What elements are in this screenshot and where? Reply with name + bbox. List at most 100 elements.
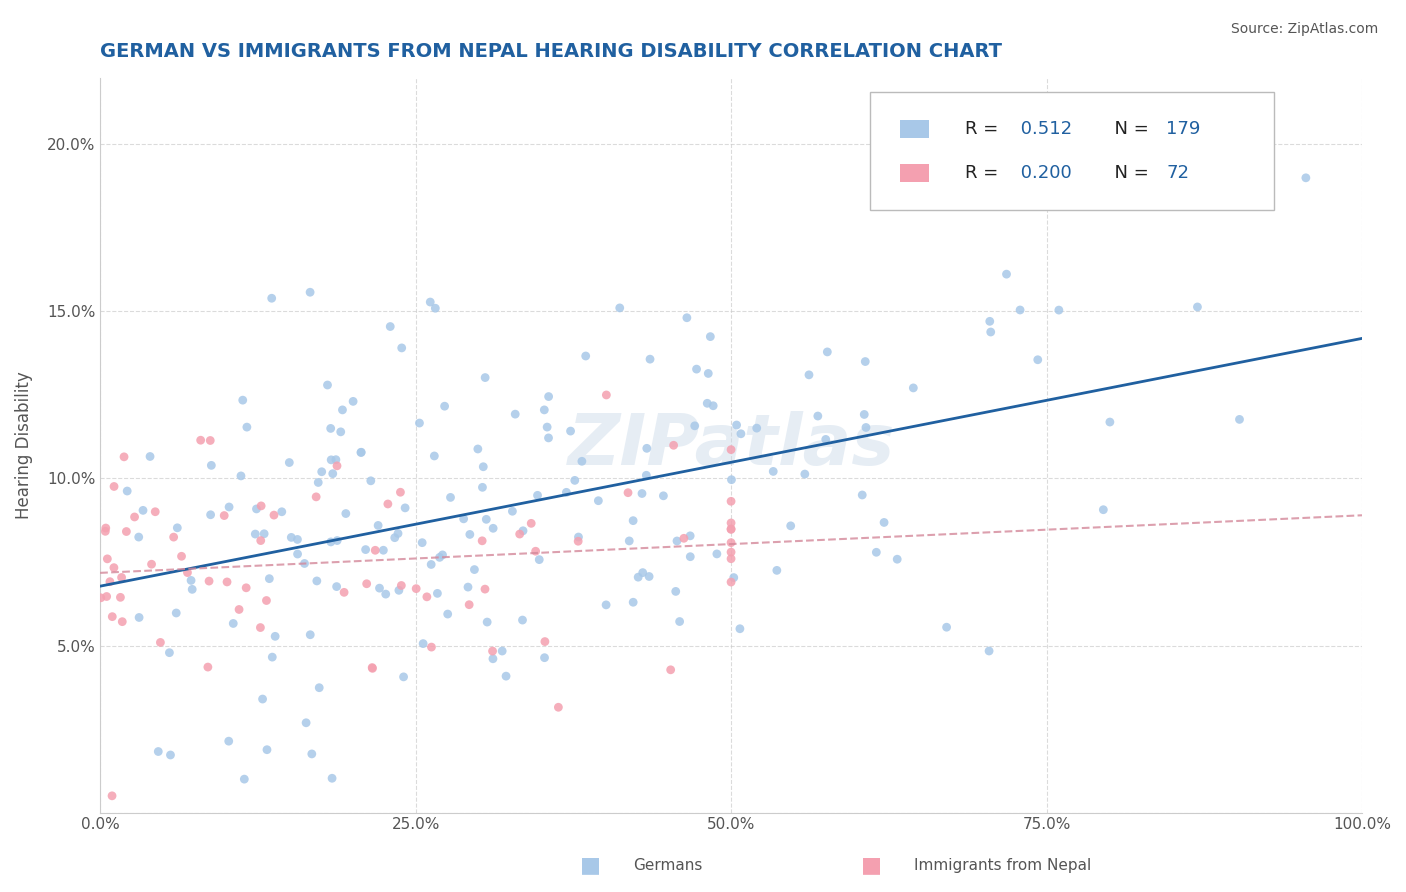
Germans bbox=[537, 390, 560, 404]
Immigrants from Nepal bbox=[389, 485, 412, 500]
Immigrants from Nepal bbox=[235, 581, 257, 595]
Immigrants from Nepal bbox=[149, 635, 172, 649]
Germans bbox=[332, 403, 354, 417]
Immigrants from Nepal bbox=[524, 544, 547, 558]
Germans bbox=[392, 670, 415, 684]
Immigrants from Nepal bbox=[595, 388, 617, 402]
Immigrants from Nepal bbox=[256, 593, 278, 607]
Germans bbox=[319, 535, 342, 549]
Germans bbox=[995, 267, 1018, 281]
Immigrants from Nepal bbox=[197, 660, 219, 674]
Immigrants from Nepal bbox=[263, 508, 285, 522]
Germans bbox=[260, 291, 283, 305]
Immigrants from Nepal bbox=[94, 524, 117, 539]
Germans bbox=[463, 563, 485, 577]
Immigrants from Nepal bbox=[509, 527, 531, 541]
Germans bbox=[685, 362, 707, 376]
Immigrants from Nepal bbox=[249, 533, 271, 548]
Germans bbox=[668, 615, 690, 629]
Immigrants from Nepal bbox=[249, 621, 271, 635]
Immigrants from Nepal bbox=[720, 551, 742, 566]
Germans bbox=[472, 459, 495, 474]
Immigrants from Nepal bbox=[720, 575, 742, 590]
Germans bbox=[394, 500, 416, 515]
Germans bbox=[495, 669, 517, 683]
Germans bbox=[264, 629, 287, 643]
Germans bbox=[526, 488, 548, 502]
Germans bbox=[335, 507, 357, 521]
Text: ■: ■ bbox=[581, 855, 600, 875]
Germans bbox=[287, 547, 309, 561]
Germans bbox=[295, 715, 318, 730]
Germans bbox=[1229, 412, 1251, 426]
Germans bbox=[1098, 415, 1121, 429]
Immigrants from Nepal bbox=[361, 660, 384, 674]
Immigrants from Nepal bbox=[720, 535, 742, 549]
Germans bbox=[619, 533, 641, 548]
Germans bbox=[575, 349, 598, 363]
Germans bbox=[233, 772, 256, 786]
Germans bbox=[725, 417, 748, 432]
Germans bbox=[697, 367, 720, 381]
Germans bbox=[471, 480, 494, 494]
Immigrants from Nepal bbox=[96, 552, 118, 566]
Germans bbox=[595, 598, 617, 612]
Germans bbox=[467, 442, 489, 456]
Germans bbox=[165, 606, 187, 620]
Germans bbox=[252, 692, 274, 706]
Immigrants from Nepal bbox=[720, 442, 742, 457]
Germans bbox=[851, 488, 873, 502]
Germans bbox=[533, 650, 555, 665]
Immigrants from Nepal bbox=[96, 590, 118, 604]
Text: 0.200: 0.200 bbox=[1015, 164, 1071, 182]
Germans bbox=[1026, 352, 1049, 367]
Immigrants from Nepal bbox=[567, 534, 589, 549]
Immigrants from Nepal bbox=[389, 578, 412, 592]
Germans bbox=[245, 502, 267, 516]
Germans bbox=[387, 526, 409, 541]
Germans bbox=[1187, 300, 1209, 314]
Immigrants from Nepal bbox=[720, 494, 742, 508]
Germans bbox=[679, 529, 702, 543]
Germans bbox=[132, 503, 155, 517]
Germans bbox=[797, 368, 820, 382]
Immigrants from Nepal bbox=[111, 615, 134, 629]
Germans bbox=[128, 610, 150, 624]
FancyBboxPatch shape bbox=[870, 92, 1274, 210]
Germans bbox=[439, 491, 461, 505]
Germans bbox=[807, 409, 830, 423]
Germans bbox=[218, 734, 240, 748]
Germans bbox=[128, 530, 150, 544]
Germans bbox=[236, 420, 259, 434]
Germans bbox=[491, 644, 513, 658]
Immigrants from Nepal bbox=[110, 570, 132, 584]
Germans bbox=[321, 771, 343, 785]
Germans bbox=[301, 747, 323, 761]
Germans bbox=[621, 595, 644, 609]
Germans bbox=[696, 396, 718, 410]
Germans bbox=[181, 582, 204, 597]
Immigrants from Nepal bbox=[481, 644, 503, 658]
Germans bbox=[280, 530, 302, 544]
Germans bbox=[728, 622, 751, 636]
Immigrants from Nepal bbox=[90, 591, 112, 605]
Text: Source: ZipAtlas.com: Source: ZipAtlas.com bbox=[1230, 22, 1378, 37]
Immigrants from Nepal bbox=[98, 574, 121, 589]
Germans bbox=[676, 310, 699, 325]
Germans bbox=[536, 420, 558, 434]
Germans bbox=[793, 467, 815, 481]
Germans bbox=[139, 450, 162, 464]
Immigrants from Nepal bbox=[458, 598, 481, 612]
Germans bbox=[278, 456, 301, 470]
Germans bbox=[325, 452, 347, 467]
Immigrants from Nepal bbox=[228, 602, 250, 616]
Germans bbox=[853, 408, 876, 422]
Germans bbox=[977, 644, 1000, 658]
Immigrants from Nepal bbox=[103, 560, 125, 574]
Germans bbox=[426, 586, 449, 600]
Immigrants from Nepal bbox=[364, 543, 387, 558]
Immigrants from Nepal bbox=[212, 508, 235, 523]
Germans bbox=[245, 527, 267, 541]
Immigrants from Nepal bbox=[520, 516, 543, 531]
Germans bbox=[702, 399, 724, 413]
